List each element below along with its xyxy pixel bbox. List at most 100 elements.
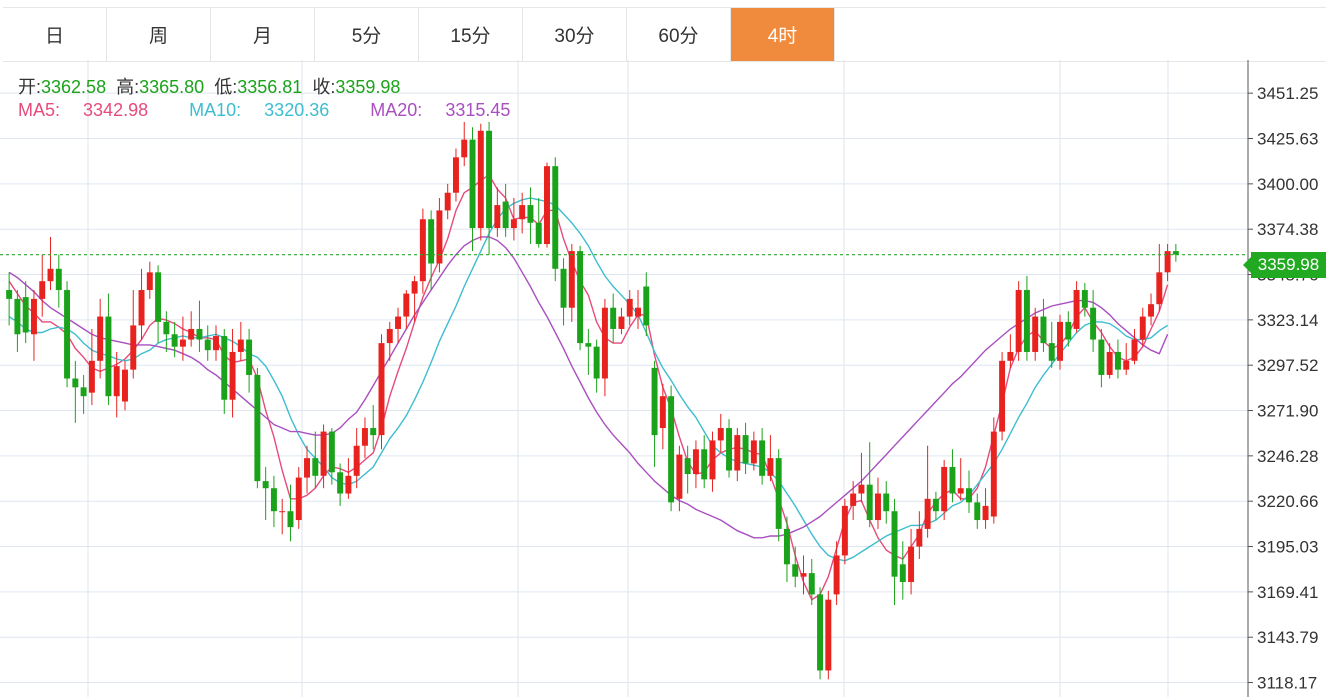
candle-down [312,431,319,489]
tab-4hour[interactable]: 4时 [731,8,835,61]
candle-body [486,130,493,229]
candle-body [419,219,426,282]
ohlc-info: 开:3362.58 高:3365.80 低:3356.81 收:3359.98 [18,73,400,99]
candle-body [1032,316,1039,352]
candle-down [6,272,13,326]
candle-body [568,251,575,308]
candle-down [742,422,749,475]
candle-down [370,405,377,450]
candle-body [196,328,203,340]
candle-body [502,201,509,229]
candle-body [155,272,162,322]
candle-body [1065,321,1072,340]
candle-body [361,428,368,446]
candle-down [643,272,650,337]
candle-body [734,435,741,471]
candle-up [444,183,451,220]
candle-up [635,290,641,329]
candle-body [14,298,21,335]
candle-down [759,428,766,485]
candle-up [1131,328,1138,365]
y-tick-label: 3271.90 [1257,402,1318,421]
candle-body [262,481,269,489]
candle-up [1123,343,1130,375]
candle-body [337,472,344,494]
high-value: 3365.80 [139,77,205,97]
candle-up [709,431,716,492]
candle-body [254,374,261,482]
candle-body [941,466,948,512]
candle-body [1139,316,1146,340]
candle-down [196,300,203,352]
candle-body [908,546,915,582]
candle-body [353,445,360,476]
candle-up [419,208,426,294]
candle-down [469,127,476,252]
candle-down [817,587,824,680]
candle-up [361,417,368,459]
candle-up [122,360,128,411]
candle-up [237,321,244,361]
candle-body [22,297,29,333]
candle-up [1106,343,1113,379]
candle-body [55,268,62,291]
candle-down [783,516,790,582]
candle-body [544,166,550,245]
tab-60min[interactable]: 60分 [627,8,731,61]
candle-down [932,491,939,521]
low-value: 3356.81 [237,77,303,97]
candle-body [320,431,327,476]
candle-body [808,573,815,595]
tab-5min[interactable]: 5分 [315,8,419,61]
candle-up [544,162,550,248]
candle-up [138,268,145,340]
candles [6,121,1179,680]
ma20-line [8,236,1169,539]
tab-15min[interactable]: 15分 [419,8,523,61]
candle-body [1090,307,1097,340]
candle-down [1065,311,1072,347]
period-tabs: 日 周 月 5分 15分 30分 60分 4时 [3,7,1326,62]
candle-down [891,498,898,605]
ma5-value: 3342.98 [83,100,149,120]
candle-body [709,440,716,480]
candle-body [1098,339,1105,375]
candle-down [221,328,228,414]
ma10-readout: MA10: 3320.36 [189,100,347,120]
open-label: 开: [18,77,42,97]
candle-down [428,210,435,291]
ma20-readout: MA20: 3315.45 [370,100,528,120]
candle-body [469,139,476,229]
candle-body [610,307,617,329]
ma5-line [8,174,1169,601]
open-value: 3362.58 [41,77,107,97]
candlestick-chart[interactable]: 3451.253425.633400.003374.383348.763323.… [0,60,1329,697]
candle-body [47,268,54,282]
candle-down [668,385,675,512]
tab-30min[interactable]: 30分 [523,8,627,61]
candle-up [676,445,683,512]
candle-up [957,458,964,501]
candle-body [105,316,112,397]
candle-body [692,449,699,475]
candle-down [270,475,277,528]
candle-body [626,298,633,317]
candle-up [304,445,311,494]
candle-up [1015,281,1022,361]
candle-up [1057,314,1063,370]
y-axis: 3451.253425.633400.003374.383348.763323.… [1247,60,1318,697]
tab-month[interactable]: 月 [211,8,315,61]
candle-body [113,366,120,397]
candle-body [1172,251,1179,255]
candle-body [949,466,956,494]
candle-body [1073,290,1080,329]
tab-week[interactable]: 周 [107,8,211,61]
candle-up [452,148,459,202]
candle-body [1148,304,1155,317]
candle-body [39,281,46,299]
candle-down [684,445,691,494]
tab-day[interactable]: 日 [3,8,107,61]
candle-down [22,281,29,344]
candle-body [146,272,153,291]
candle-down [1040,298,1047,352]
